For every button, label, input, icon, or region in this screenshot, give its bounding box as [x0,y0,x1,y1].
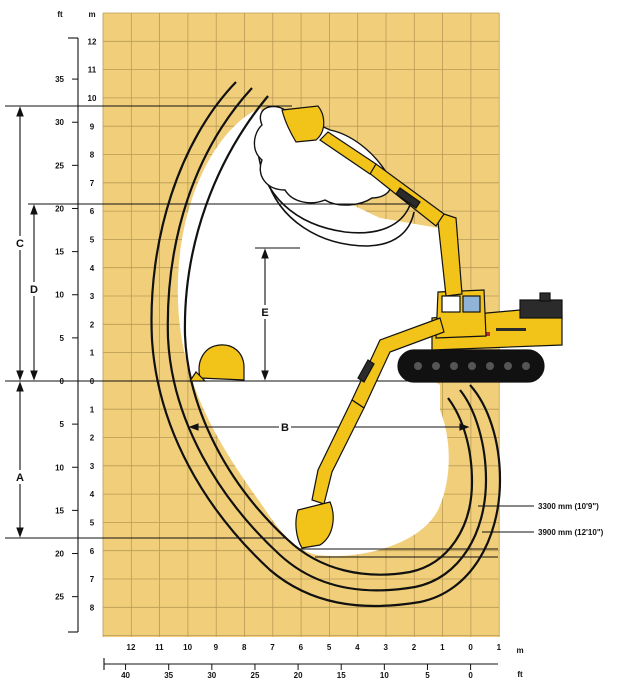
bottom-feet-tick-label: 35 [164,671,173,680]
bottom-meter-tick-label: 5 [327,643,332,652]
left-meter-tick-label: 6 [90,207,95,216]
left-meter-tick-label: 8 [90,603,95,612]
bottom-feet-ticks: 40 35 30 25 20 15 10 5 0 [121,664,473,680]
left-meter-tick-label: 5 [90,236,95,245]
left-meter-tick-label: 4 [90,264,95,273]
reach-curve-2 [166,87,488,592]
excavator-bucket-lowered [295,501,334,549]
dim-label-b: B [281,422,289,434]
left-meter-tick-label: 9 [90,122,95,131]
left-feet-tick-label: 25 [55,161,64,170]
unit-label-feet-top: ft [57,10,63,19]
left-meter-tick-label: 1 [90,349,95,358]
bottom-meter-tick-label: 4 [355,643,360,652]
unit-label-feet-bottom: ft [517,670,523,679]
left-meter-tick-label: 3 [90,462,95,471]
reach-curve-3 [183,95,474,576]
bottom-meter-tick-label: 8 [242,643,247,652]
left-feet-tick-label: 35 [55,75,64,84]
left-feet-tick-label: 5 [60,334,65,343]
bottom-meter-tick-label: 2 [412,643,417,652]
excavator-boom-raised [437,213,463,297]
bottom-meter-tick-label: 6 [299,643,304,652]
bottom-meter-tick-label: 12 [127,643,136,652]
dim-label-a: A [16,472,24,484]
bottom-feet-tick-label: 0 [468,671,473,680]
left-feet-tick-label: 20 [55,204,64,213]
reach-curves [150,81,502,608]
left-meter-tick-label: 1 [90,405,95,414]
left-meter-tick-label: 2 [90,320,95,329]
left-feet-ticks: 35 30 25 20 15 10 5 0 5 10 15 20 25 [55,75,78,602]
reach-envelope-fill [177,108,453,556]
bucket-ground-icon [188,344,245,382]
left-meter-tick-label: 2 [90,434,95,443]
left-meter-tick-label: 4 [90,490,95,499]
bottom-feet-tick-label: 30 [207,671,216,680]
bottom-feet-tick-label: 20 [294,671,303,680]
bottom-meter-tick-label: 1 [440,643,445,652]
dim-label-d: D [30,284,38,296]
left-meter-tick-label: 7 [90,575,95,584]
dim-label-e: E [261,307,268,319]
left-meter-tick-label: 11 [88,66,97,75]
excavator-icon [281,105,563,549]
bottom-meter-tick-label: 10 [183,643,192,652]
left-feet-tick-label: 25 [55,593,64,602]
unit-label-meters-bottom: m [516,646,523,655]
bottom-feet-tick-label: 40 [121,671,130,680]
left-feet-tick-label: 0 [60,377,65,386]
left-feet-tick-label: 10 [55,463,64,472]
left-meter-tick-label: 5 [90,519,95,528]
callout-leaders [478,505,536,533]
bottom-feet-tick-label: 5 [425,671,430,680]
bottom-meter-tick-label: 11 [155,643,164,652]
bottom-meter-tick-label: 0 [468,643,473,652]
left-meter-tick-label: 7 [90,179,95,188]
bottom-feet-tick-label: 10 [380,671,389,680]
left-feet-tick-label: 15 [55,248,64,257]
bottom-meter-ticks: 12 11 10 9 8 7 6 5 4 3 2 1 0 1 [127,643,502,652]
bottom-meter-tick-label: 9 [214,643,219,652]
left-feet-tick-label: 30 [55,118,64,127]
left-meter-tick-label: 0 [90,377,95,386]
left-meter-tick-label: 3 [90,292,95,301]
bottom-meter-tick-label: 7 [270,643,275,652]
left-meter-tick-label: 12 [88,37,97,46]
callout-stick-long: 3900 mm (12'10") [538,528,604,537]
bottom-meter-tick-label: 3 [383,643,388,652]
bottom-feet-tick-label: 25 [251,671,260,680]
excavator-bucket-raised [281,105,325,143]
left-axis [68,37,79,633]
dimension-lines [16,106,470,538]
left-meter-tick-label: 8 [90,151,95,160]
left-meter-tick-label: 6 [90,547,95,556]
left-feet-tick-label: 15 [55,506,64,515]
left-feet-tick-label: 5 [60,420,65,429]
reach-curve-1 [150,81,502,608]
unit-label-meters-top: m [88,10,95,19]
left-feet-tick-label: 10 [55,291,64,300]
callout-stick-short: 3300 mm (10'9") [538,502,599,511]
left-feet-tick-label: 20 [55,550,64,559]
left-meter-tick-label: 10 [88,94,97,103]
dim-label-c: C [16,238,24,250]
bottom-meter-tick-label: 1 [497,643,502,652]
bottom-feet-tick-label: 15 [337,671,346,680]
bottom-axis [103,658,498,670]
